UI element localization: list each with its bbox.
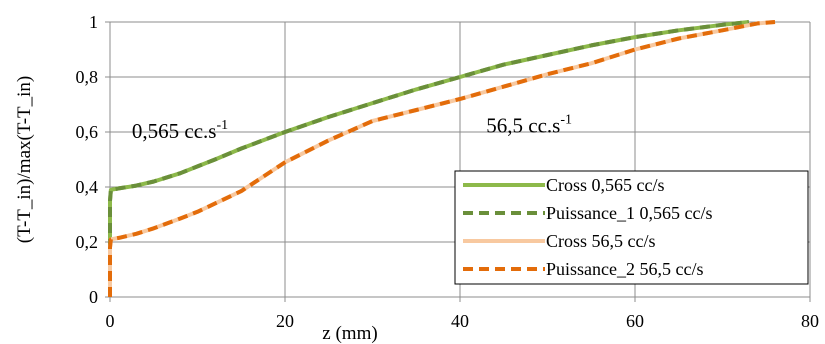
y-tick-label: 0,2: [76, 232, 99, 252]
y-tick-label: 1: [89, 12, 98, 32]
y-tick-label: 0,4: [76, 177, 99, 197]
y-tick-label: 0,6: [76, 122, 99, 142]
y-tick-label: 0,8: [76, 67, 99, 87]
annotation-2: 56,5 cc.s-1: [486, 113, 572, 138]
annotations: 0,565 cc.s-1 56,5 cc.s-1: [132, 113, 572, 144]
legend-label-2: Puissance_1 0,565 cc/s: [546, 203, 712, 223]
legend: Cross 0,565 cc/s Puissance_1 0,565 cc/s Cr…: [454, 170, 809, 285]
legend-box: [454, 170, 809, 285]
x-tick-label: 20: [276, 311, 294, 331]
annotation-1: 0,565 cc.s-1: [132, 118, 228, 143]
y-tick-label: 0: [89, 287, 98, 307]
x-axis-label: z (mm): [322, 323, 377, 344]
tick-labels: 0 20 40 60 80 0 0,2 0,4 0,6 0,8 1: [76, 12, 820, 331]
series-layer: [108, 20, 776, 297]
x-tick-label: 0: [106, 311, 115, 331]
legend-label-4: Puissance_2 56,5 cc/s: [546, 259, 703, 279]
y-axis-label: (T-T_in)/max(T-T_in): [14, 76, 35, 243]
series-line-2: [108, 20, 750, 297]
x-tick-label: 60: [626, 311, 644, 331]
x-tick-label: 40: [451, 311, 469, 331]
legend-label-3: Cross 56,5 cc/s: [546, 231, 656, 251]
x-tick-label: 80: [801, 311, 819, 331]
legend-label-1: Cross 0,565 cc/s: [546, 175, 665, 195]
series-line-4: [108, 20, 776, 297]
